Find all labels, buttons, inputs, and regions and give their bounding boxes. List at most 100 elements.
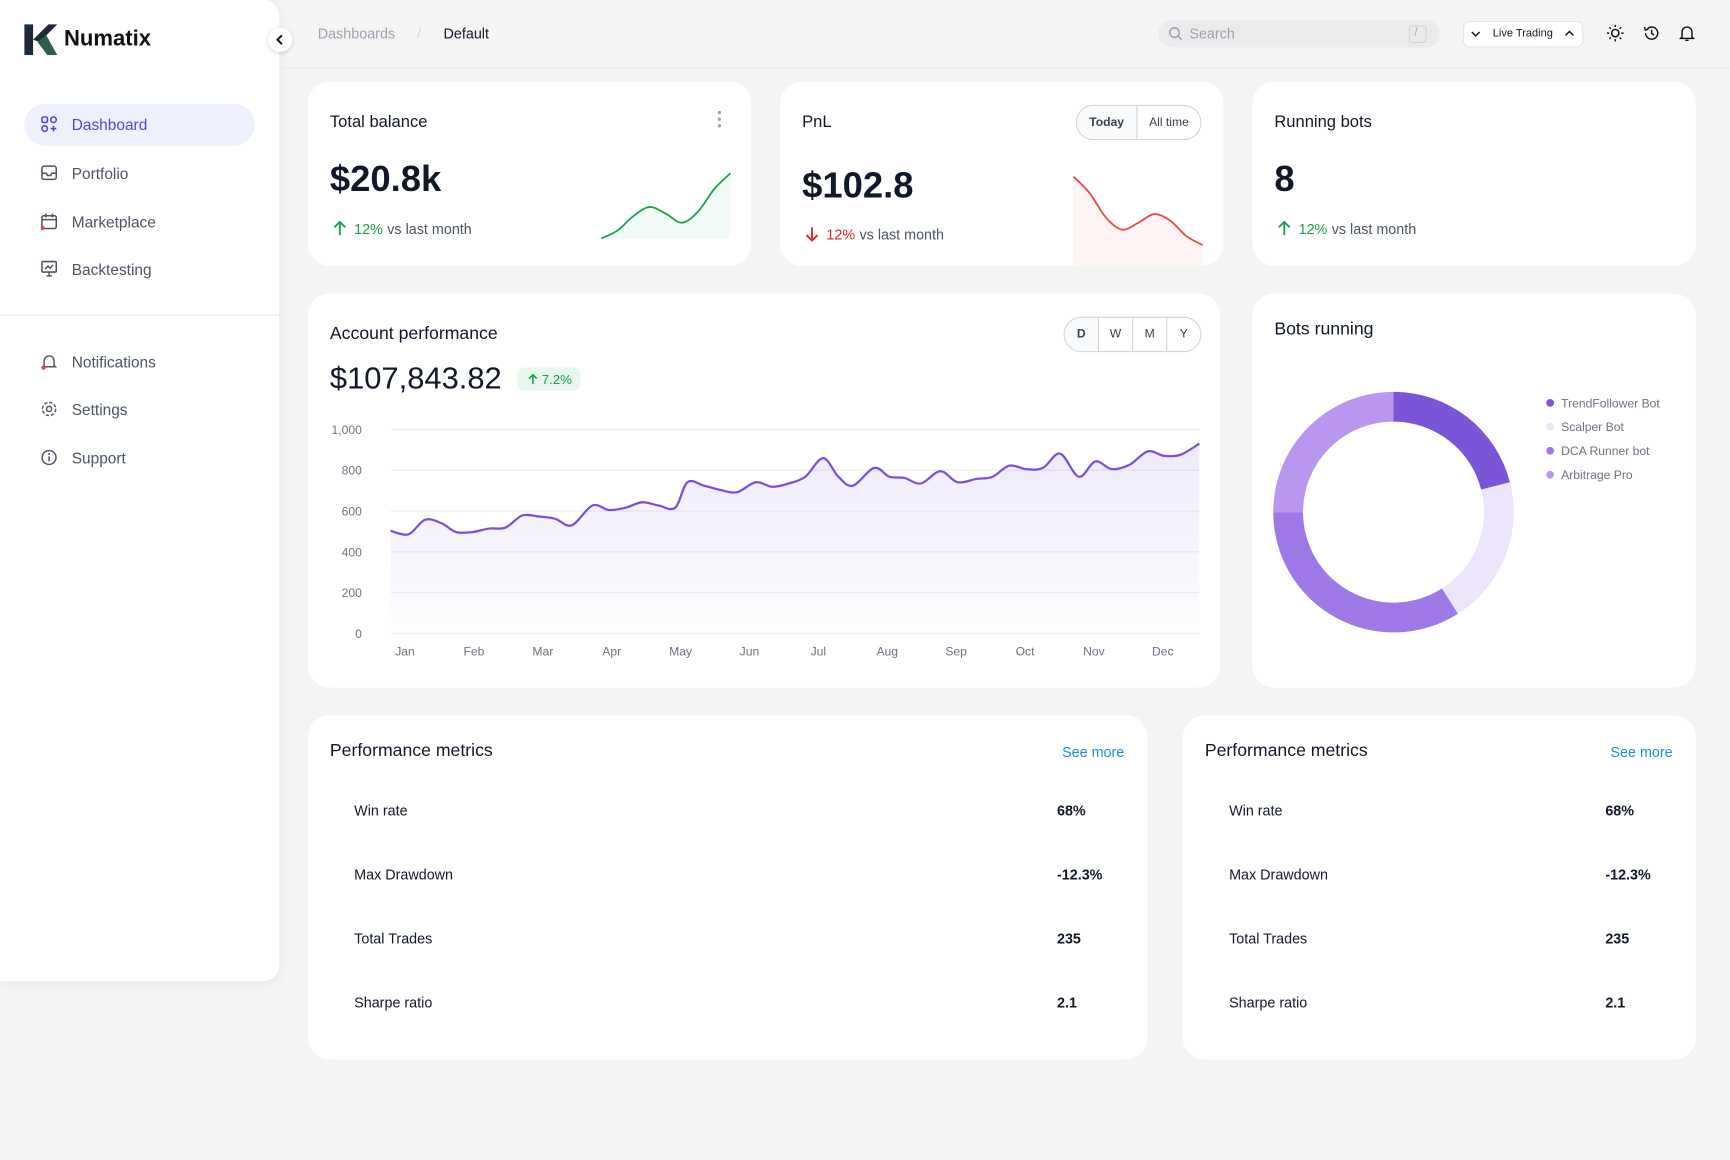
x-tick-label: Mar <box>532 645 553 659</box>
card-title: Performance metrics <box>1204 741 1368 761</box>
period-button[interactable]: M <box>1132 317 1166 351</box>
metric-value: -12.3% <box>1605 866 1651 883</box>
donut-segment <box>1393 391 1510 490</box>
metric-value: 235 <box>1056 930 1081 947</box>
legend-marker <box>1546 470 1555 479</box>
metric-value: -12.3% <box>1056 866 1103 883</box>
up-arrow <box>1278 220 1291 236</box>
metric-value: 68% <box>1056 802 1086 819</box>
metric-value: 2.1 <box>1605 994 1626 1011</box>
y-tick-label: 600 <box>342 504 362 518</box>
see-more[interactable]: See more <box>1610 743 1673 761</box>
sparkline <box>1072 175 1204 266</box>
donut-chart: TrendFollower Bot Scalper Bot DCA Runner b… <box>1273 391 1660 633</box>
nav-label: Support <box>71 449 126 467</box>
brand: Numatix <box>63 26 152 51</box>
toggle-button[interactable]: Today <box>1076 105 1137 140</box>
nav-label: Marketplace <box>71 213 156 231</box>
breadcrumb-separator: / <box>417 25 422 42</box>
search[interactable]: Search / <box>1158 19 1440 48</box>
nav-label: Backtesting <box>71 260 152 279</box>
chart-title: Account performance <box>329 324 498 344</box>
nav-item[interactable]: Dashboard <box>24 103 255 146</box>
metric-label: Total Trades <box>1229 930 1308 947</box>
toggle-button[interactable]: All time <box>1136 105 1200 140</box>
legend-marker <box>1546 398 1555 407</box>
range-toggle: Today All time <box>1075 104 1202 141</box>
theme-button[interactable] <box>1606 24 1624 42</box>
nav-icon <box>41 165 58 181</box>
nav-icon <box>41 116 58 133</box>
metric-label: Sharpe ratio <box>354 994 433 1011</box>
nav-label: Notifications <box>71 353 156 371</box>
y-tick-label: 0 <box>355 627 362 641</box>
nav-label: Settings <box>71 400 128 419</box>
card-value: $20.8k <box>329 157 442 199</box>
line-area <box>1073 176 1203 266</box>
shortcut-key: / <box>1414 26 1418 39</box>
legend-marker <box>1546 446 1555 455</box>
pnl-card: PnL Today All time $102.8 12% vs last mo… <box>780 81 1224 266</box>
metric-value: 68% <box>1605 802 1635 819</box>
more-button[interactable] <box>716 110 723 128</box>
card-title: Performance metrics <box>329 741 493 761</box>
legend-label: DCA Runner bot <box>1561 444 1650 458</box>
performance-value: $107,843.82 <box>329 360 502 396</box>
line <box>390 442 1200 536</box>
line <box>600 172 732 240</box>
see-more[interactable]: See more <box>1062 743 1125 761</box>
y-tick-label: 200 <box>342 586 362 600</box>
chart-title: Bots running <box>1274 320 1374 339</box>
card-value: 8 <box>1274 157 1295 199</box>
y-tick-label: 800 <box>342 464 362 478</box>
donut-segment <box>1273 391 1394 513</box>
nav-item[interactable]: Portfolio <box>24 152 255 194</box>
card-title: PnL <box>802 112 832 132</box>
nav-item[interactable]: Settings <box>24 389 255 431</box>
nav-label: Dashboard <box>71 115 148 134</box>
period-button[interactable]: Y <box>1166 317 1200 351</box>
nav-icon <box>40 213 58 231</box>
down-arrow <box>805 227 819 242</box>
nav-item[interactable]: Backtesting <box>24 248 255 290</box>
x-tick-label: Dec <box>1152 645 1174 659</box>
notifications-button[interactable] <box>1678 24 1696 42</box>
legend-label: TrendFollower Bot <box>1561 396 1660 410</box>
metric-label: Sharpe ratio <box>1229 994 1308 1011</box>
nav-item[interactable]: Marketplace <box>24 201 255 243</box>
x-tick-label: Nov <box>1083 645 1105 659</box>
nav-item[interactable]: Support <box>24 437 255 479</box>
up-arrow <box>333 220 347 236</box>
x-tick-label: May <box>669 645 693 659</box>
legend-label: Scalper Bot <box>1561 420 1624 434</box>
donut-segment <box>1441 482 1514 614</box>
mode-dropdown[interactable]: Live Trading <box>1463 20 1584 48</box>
balance-card: Total balance $20.8k 12% vs last month <box>307 81 752 266</box>
change-value: 7.2% <box>541 371 572 388</box>
line <box>1072 175 1204 246</box>
legend-label: Arbitrage Pro <box>1561 468 1633 482</box>
shortcut: / <box>1408 25 1427 44</box>
card-change: 12% <box>826 226 856 243</box>
nav-item[interactable]: Notifications <box>24 341 255 383</box>
period-button[interactable]: W <box>1097 317 1132 351</box>
card-note: vs last month <box>859 226 944 243</box>
card-note: vs last month <box>1331 220 1417 238</box>
nav-icon <box>41 260 58 277</box>
logo-icon <box>24 24 58 56</box>
y-tick-label: 400 <box>342 545 362 559</box>
period-button[interactable]: D <box>1064 317 1098 351</box>
history-button[interactable] <box>1643 24 1661 42</box>
x-tick-label: Jan <box>395 645 415 659</box>
metric-label: Max Drawdown <box>354 866 454 883</box>
card-change: 12% <box>354 220 383 238</box>
x-tick-label: Feb <box>463 645 484 659</box>
card-value: $102.8 <box>802 164 914 206</box>
collapse-button[interactable] <box>268 27 293 52</box>
bots-running-card: Bots running TrendFollower Bot Scalper Bo… <box>1252 293 1696 688</box>
breadcrumb[interactable]: Dashboards <box>317 25 396 42</box>
